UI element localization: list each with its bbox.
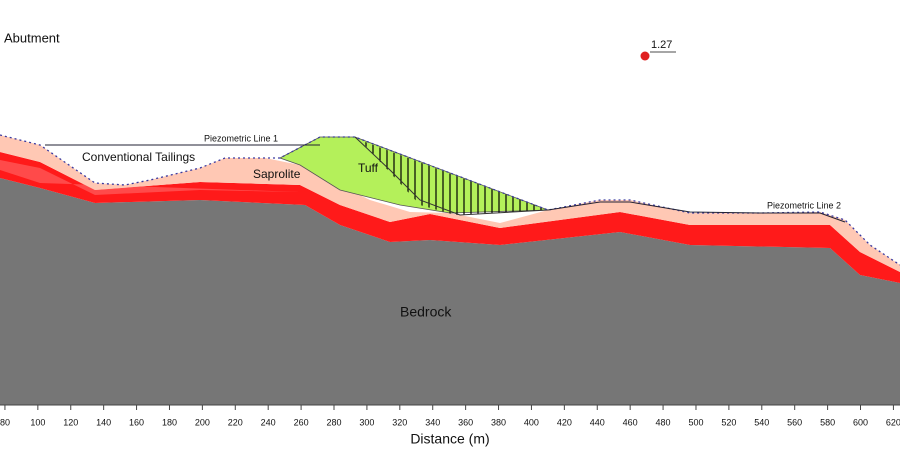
x-tick-label: 260 [294,417,309,427]
piezometric-line-2 [547,201,846,223]
x-tick-label: 360 [458,417,473,427]
x-tick-label: 480 [656,417,671,427]
saprolite-layer [0,135,900,272]
x-tick-label: 600 [853,417,868,427]
x-tick-label: 320 [392,417,407,427]
x-tick-label: 580 [820,417,835,427]
x-tick-label: 200 [195,417,210,427]
x-tick-label: 220 [228,417,243,427]
abutment-label: Abutment [4,30,60,45]
light-red-band [0,160,300,195]
x-tick-label: 240 [261,417,276,427]
x-tick-label: 120 [63,417,78,427]
tailings-label: Conventional Tailings [82,150,195,164]
x-tick-label: 500 [688,417,703,427]
x-tick-label: 140 [96,417,111,427]
x-tick-label: 460 [623,417,638,427]
slip-surface [354,136,549,216]
factor-of-safety: 1.27 [651,39,672,51]
slip-center [640,51,650,61]
x-tick-label: 80 [0,417,10,427]
bedrock-label: Bedrock [400,304,452,320]
x-tick-label: 620 [886,417,900,427]
x-tick-label: 400 [524,417,539,427]
x-tick-label: 340 [425,417,440,427]
x-axis-label: Distance (m) [410,431,489,447]
x-tick-label: 280 [326,417,341,427]
x-tick-label: 180 [162,417,177,427]
x-tick-label: 440 [590,417,605,427]
saprolite-label: Saprolite [253,167,301,181]
x-tick-label: 420 [557,417,572,427]
x-tick-label: 520 [721,417,736,427]
red-layer [0,152,900,283]
bedrock-layer [0,178,900,405]
x-tick-label: 380 [491,417,506,427]
x-tick-label: 160 [129,417,144,427]
hatched-zone [360,140,548,215]
tuff-label: Tuff [358,161,379,175]
x-tick-label: 540 [754,417,769,427]
x-tick-label: 300 [359,417,374,427]
x-tick-label: 560 [787,417,802,427]
piezometric-line-1-label: Piezometric Line 1 [204,133,278,143]
piezometric-line-2-label: Piezometric Line 2 [767,200,841,210]
x-tick-label: 100 [30,417,45,427]
